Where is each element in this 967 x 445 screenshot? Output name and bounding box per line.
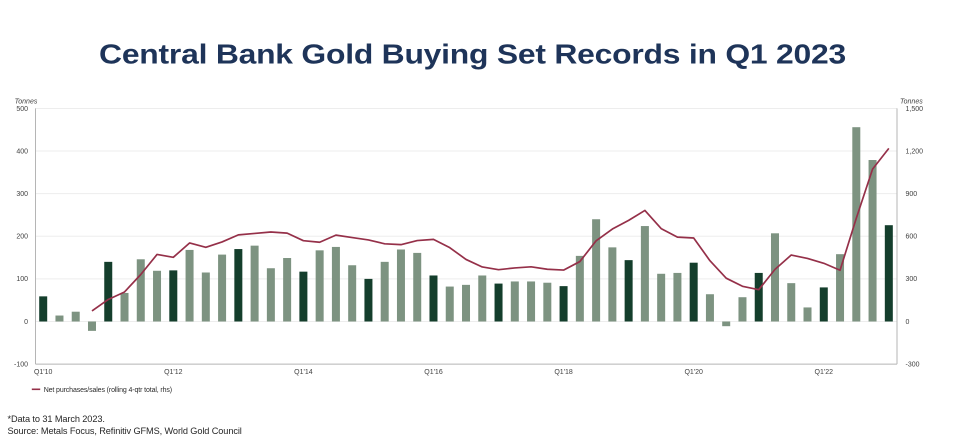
svg-text:1,500: 1,500	[906, 106, 924, 113]
svg-text:Net purchases/sales (rolling 4: Net purchases/sales (rolling 4-qtr total…	[44, 387, 172, 394]
svg-text:Central Bank Gold Buying Set R: Central Bank Gold Buying Set Records in …	[99, 39, 846, 70]
svg-text:Tonnes: Tonnes	[900, 99, 923, 106]
svg-text:-100: -100	[14, 361, 28, 368]
svg-text:Q1'20: Q1'20	[684, 369, 703, 376]
svg-text:Tonnes: Tonnes	[15, 99, 38, 106]
svg-text:0: 0	[906, 319, 910, 326]
svg-text:Q1'16: Q1'16	[424, 369, 443, 376]
svg-text:Source: Metals Focus, Refiniti: Source: Metals Focus, Refinitiv GFMS, Wo…	[8, 426, 242, 436]
svg-text:1,200: 1,200	[906, 148, 924, 155]
svg-text:300: 300	[16, 191, 28, 198]
svg-text:400: 400	[16, 148, 28, 155]
svg-text:Q1'12: Q1'12	[164, 369, 183, 376]
svg-text:Q1'18: Q1'18	[554, 369, 573, 376]
svg-text:900: 900	[906, 191, 918, 198]
svg-text:500: 500	[16, 106, 28, 113]
svg-text:Q1'22: Q1'22	[815, 369, 834, 376]
svg-text:-300: -300	[906, 361, 920, 368]
svg-text:0: 0	[24, 319, 28, 326]
svg-text:Q1'14: Q1'14	[294, 369, 313, 376]
svg-text:200: 200	[16, 234, 28, 241]
svg-text:100: 100	[16, 276, 28, 283]
svg-text:600: 600	[906, 234, 918, 241]
svg-text:*Data to 31 March 2023.: *Data to 31 March 2023.	[8, 414, 105, 424]
svg-text:Q1'10: Q1'10	[34, 369, 53, 376]
svg-text:300: 300	[906, 276, 918, 283]
